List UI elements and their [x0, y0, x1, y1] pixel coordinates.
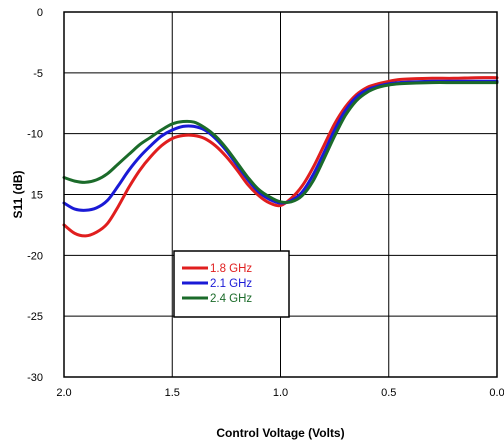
- y-tick-label: 15: [31, 190, 43, 202]
- y-tick-label: -10: [27, 129, 43, 141]
- x-tick-label: 2.0: [56, 387, 71, 399]
- legend-label: 1.8 GHz: [210, 263, 252, 275]
- series-line-1-8-ghz: [62, 76, 499, 238]
- legend: 1.8 GHz 2.1 GHz 2.4 GHz: [173, 250, 290, 318]
- y-tick-label: -20: [27, 250, 43, 262]
- y-tick-label: -5: [33, 68, 43, 80]
- x-tick-label: 1.5: [165, 387, 180, 399]
- legend-label: 2.1 GHz: [210, 278, 252, 290]
- y-tick-label: -25: [27, 311, 43, 323]
- legend-label: 2.4 GHz: [210, 293, 252, 305]
- plot-frame: [63, 11, 498, 378]
- x-tick-label: 0.0: [489, 387, 504, 399]
- x-tick-label: 1.0: [273, 387, 288, 399]
- series-line-2-4-ghz: [62, 81, 499, 204]
- y-tick-label: -30: [27, 372, 43, 384]
- x-axis-title: Control Voltage (Volts): [216, 426, 344, 440]
- series-layer: [62, 76, 499, 238]
- y-axis-title: S11 (dB): [11, 170, 25, 218]
- x-tick-labels: 2.0 1.5 1.0 0.5 0.0: [56, 387, 504, 399]
- y-tick-label: 0: [37, 7, 43, 19]
- y-tick-labels: 0 -5 -10 15 -20 -25 -30: [27, 7, 43, 384]
- x-tick-label: 0.5: [381, 387, 396, 399]
- grid-lines: [64, 12, 497, 377]
